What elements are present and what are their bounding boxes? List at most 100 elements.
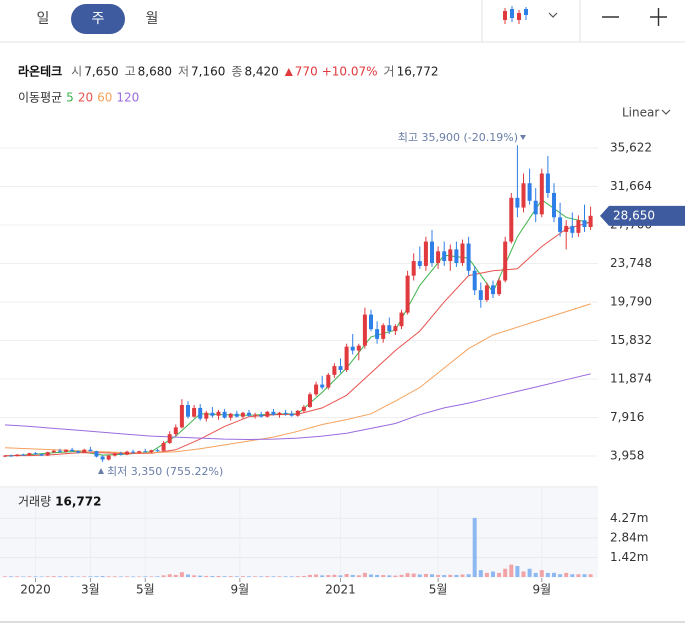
- volume-bar: [338, 575, 343, 577]
- volume-bar: [192, 575, 197, 577]
- candle-body: [539, 173, 544, 215]
- candle-body: [405, 275, 410, 313]
- candle-body: [308, 394, 312, 407]
- volume-bar: [88, 576, 93, 577]
- dropdown-chevron[interactable]: [548, 12, 558, 18]
- candle-body: [112, 453, 117, 456]
- volume-bar: [369, 574, 373, 577]
- y-tick-label: 11,874: [610, 372, 652, 386]
- scale-label[interactable]: Linear: [622, 106, 659, 120]
- labels: 3,9587,91611,87415,83219,79023,74827,706…: [18, 131, 685, 597]
- ma-line: [4, 303, 591, 454]
- ma-label: 이동평균: [18, 91, 62, 105]
- candle-body: [411, 261, 416, 276]
- field-label: 저: [178, 65, 189, 79]
- candle-body: [497, 280, 502, 295]
- candle-body: [51, 450, 56, 453]
- candle-body: [320, 384, 325, 388]
- x-tick-label: 9월: [532, 583, 551, 597]
- candle-body: [21, 454, 26, 456]
- stock-name: 라온테크: [18, 64, 62, 79]
- icon: [524, 9, 528, 15]
- candle-body: [64, 449, 68, 452]
- candle-body: [125, 451, 129, 455]
- low-marker: [98, 468, 104, 474]
- period-tab[interactable]: 일: [37, 11, 50, 27]
- period-tab[interactable]: 주: [92, 11, 105, 27]
- candle-body: [57, 450, 62, 452]
- candle-body: [137, 451, 142, 453]
- volume-bar: [552, 572, 556, 577]
- candle-body: [509, 197, 514, 242]
- volume-bar: [301, 575, 306, 577]
- volume-bar: [173, 574, 178, 577]
- candle-body: [149, 450, 154, 453]
- candle-body: [399, 312, 404, 327]
- candle-body: [234, 413, 239, 417]
- volume-bar: [375, 574, 380, 577]
- volume-bar: [27, 576, 32, 577]
- candle-body: [527, 183, 532, 201]
- up-arrow: [284, 68, 293, 76]
- candle-body: [332, 366, 337, 375]
- volume-bar: [387, 575, 392, 577]
- volume-bar: [466, 574, 471, 577]
- volume-bar: [186, 574, 190, 577]
- icon: [503, 11, 507, 20]
- candle-body: [161, 442, 166, 451]
- volume-bar: [558, 574, 563, 577]
- candle-body: [192, 407, 197, 417]
- volume-bar: [137, 576, 142, 577]
- volume-bar: [430, 574, 434, 577]
- candle-body: [362, 314, 367, 346]
- zoom-in[interactable]: [650, 8, 667, 26]
- scale-chevron[interactable]: [661, 109, 671, 115]
- candle-body: [198, 407, 203, 419]
- candle-body: [33, 453, 38, 455]
- legend-entry: 60: [97, 91, 112, 105]
- candle-body: [582, 220, 587, 228]
- candle-body: [558, 217, 563, 232]
- candle-body: [381, 325, 386, 339]
- candle-body: [100, 456, 105, 460]
- low-annotation: 최저 3,350 (755.22%): [107, 465, 223, 478]
- ma-legend: 이동평균 5 20 60 120: [18, 91, 139, 105]
- grid: [0, 147, 598, 577]
- candle-body: [289, 413, 294, 416]
- volume-tick-label: 1.42m: [610, 550, 648, 564]
- candle-body: [460, 243, 465, 264]
- volume-bar: [399, 574, 404, 577]
- volume-bar: [515, 566, 520, 577]
- volume-bar: [106, 576, 111, 577]
- candle-body: [375, 329, 380, 339]
- volume-bar: [436, 574, 441, 577]
- chart-type-button[interactable]: [503, 6, 528, 24]
- volume-tick-label: 2.84m: [610, 530, 648, 544]
- candle-body: [369, 314, 373, 330]
- volume-bar: [533, 572, 538, 577]
- volume-bar: [417, 574, 422, 577]
- candle-body: [436, 251, 441, 264]
- candle-body: [179, 405, 184, 428]
- candle-body: [326, 374, 331, 388]
- volume-bar: [289, 576, 294, 577]
- volume-bar: [64, 576, 68, 577]
- volume-bar: [240, 576, 245, 577]
- volume-bar: [39, 576, 44, 577]
- active-tab-bg: [71, 4, 125, 34]
- candle-body: [131, 451, 136, 453]
- icon: [517, 13, 521, 20]
- candle-body: [454, 249, 459, 264]
- period-tab[interactable]: 월: [146, 11, 159, 27]
- volume-bar: [179, 572, 184, 577]
- volume-bar: [295, 576, 300, 577]
- field-value: 16,772: [397, 65, 439, 79]
- y-tick-label: 19,790: [610, 295, 652, 309]
- volume-bar: [527, 568, 532, 577]
- candle-body: [167, 434, 172, 443]
- field-label: 고: [125, 65, 136, 79]
- candle-body: [45, 452, 50, 456]
- volume-bar: [582, 574, 587, 577]
- candle-body: [155, 450, 160, 452]
